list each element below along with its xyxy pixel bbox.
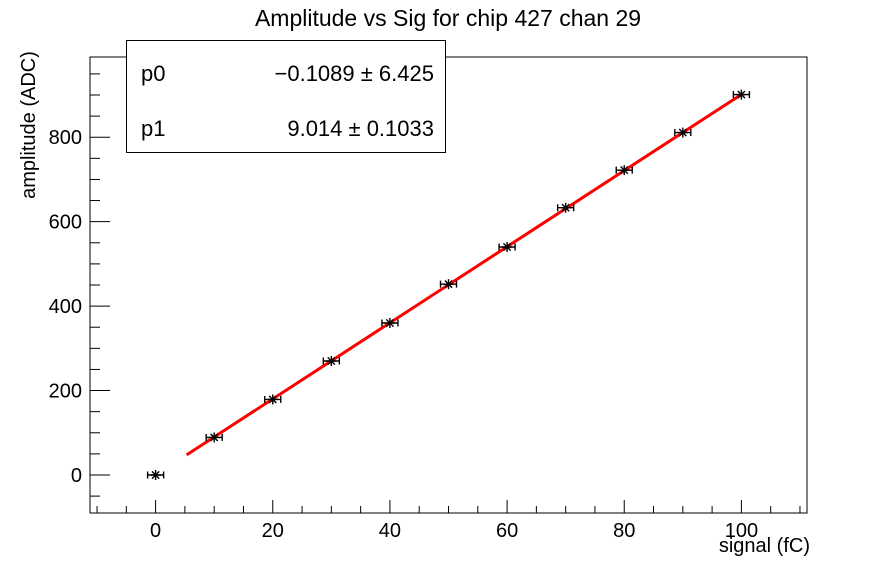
stats-param-value: 9.014 ± 0.1033 xyxy=(287,116,434,141)
data-points xyxy=(146,89,751,480)
x-tick-label: 80 xyxy=(613,520,635,542)
x-tick-label: 20 xyxy=(262,520,284,542)
x-axis-title: signal (fC) xyxy=(718,535,810,557)
data-point-marker xyxy=(381,318,399,328)
data-point-marker xyxy=(732,89,751,100)
y-tick-label: 0 xyxy=(71,465,82,487)
stats-row-p0: p0 −0.1089 ± 6.425 xyxy=(127,61,445,87)
stats-param-name: p1 xyxy=(141,116,166,141)
data-point-marker xyxy=(498,242,516,252)
x-tick-label: 40 xyxy=(379,520,401,542)
data-point-marker xyxy=(674,127,692,138)
data-point-marker xyxy=(205,432,223,443)
data-point-marker xyxy=(615,165,633,176)
y-tick-label: 600 xyxy=(49,212,82,234)
data-point-marker xyxy=(439,279,458,290)
stats-param-name: p0 xyxy=(141,61,166,86)
x-tick-label: 60 xyxy=(496,520,518,542)
y-tick-label: 200 xyxy=(49,381,82,403)
y-tick-label: 400 xyxy=(49,296,82,318)
x-tick-label: 100 xyxy=(725,520,758,542)
x-tick-label: 0 xyxy=(150,520,161,542)
stats-row-p1: p1 9.014 ± 0.1033 xyxy=(127,116,445,142)
data-point-marker xyxy=(322,356,341,366)
fit-line xyxy=(185,93,743,457)
y-axis-ticks: 0 200 400 600 800 xyxy=(49,73,110,497)
x-axis-ticks: 0 20 40 60 80 100 xyxy=(96,500,801,542)
y-axis-title: amplitude (ADC) xyxy=(18,51,40,199)
fit-stats-box: p0 −0.1089 ± 6.425 p1 9.014 ± 0.1033 xyxy=(126,40,446,153)
data-point-marker xyxy=(146,470,165,480)
stats-param-value: −0.1089 ± 6.425 xyxy=(274,61,435,86)
data-point-marker xyxy=(264,394,282,405)
y-tick-label: 800 xyxy=(49,127,82,149)
data-point-marker xyxy=(556,202,575,213)
plot-title: Amplitude vs Sig for chip 427 chan 29 xyxy=(254,5,642,31)
